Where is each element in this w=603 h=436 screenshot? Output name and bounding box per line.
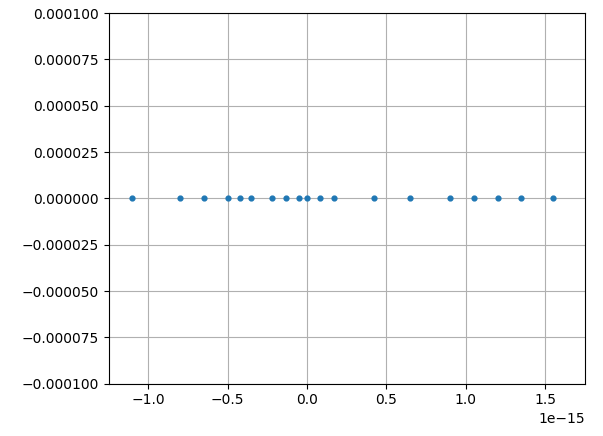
Point [548, 195, 558, 202]
Point [247, 195, 256, 202]
Point [315, 195, 324, 202]
Point [445, 195, 455, 202]
Point [469, 195, 479, 202]
Point [302, 195, 312, 202]
Point [369, 195, 379, 202]
Point [294, 195, 304, 202]
Point [329, 195, 339, 202]
Point [517, 195, 526, 202]
Point [236, 195, 245, 202]
Point [493, 195, 502, 202]
Point [282, 195, 291, 202]
Point [267, 195, 277, 202]
Point [405, 195, 415, 202]
Point [128, 195, 137, 202]
Point [199, 195, 209, 202]
Point [175, 195, 185, 202]
Point [223, 195, 233, 202]
